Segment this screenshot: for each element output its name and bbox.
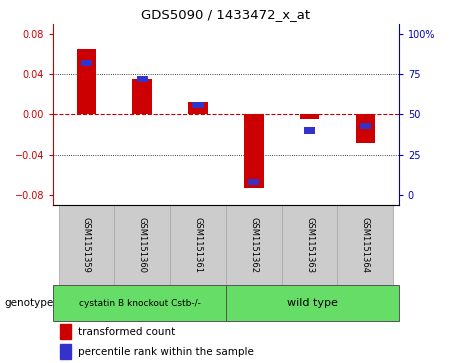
- Bar: [132, 79, 152, 114]
- Bar: [188, 102, 208, 114]
- Bar: [60, 324, 71, 339]
- Text: transformed count: transformed count: [78, 327, 176, 337]
- Bar: [59, 205, 114, 285]
- Text: GSM1151364: GSM1151364: [361, 217, 370, 273]
- Text: GSM1151360: GSM1151360: [138, 217, 147, 273]
- Bar: [170, 205, 226, 285]
- Bar: [304, 127, 315, 134]
- Bar: [337, 205, 393, 285]
- Bar: [282, 205, 337, 285]
- Text: genotype/variation: genotype/variation: [5, 298, 104, 308]
- Bar: [226, 205, 282, 285]
- Text: wild type: wild type: [287, 298, 338, 308]
- Bar: [300, 114, 319, 119]
- Text: GSM1151361: GSM1151361: [194, 217, 202, 273]
- Title: GDS5090 / 1433472_x_at: GDS5090 / 1433472_x_at: [142, 8, 310, 21]
- Text: GSM1151363: GSM1151363: [305, 217, 314, 273]
- Bar: [248, 179, 260, 185]
- Text: GSM1151362: GSM1151362: [249, 217, 258, 273]
- Text: GSM1151359: GSM1151359: [82, 217, 91, 273]
- Bar: [355, 114, 375, 143]
- Bar: [60, 344, 71, 359]
- Bar: [244, 114, 264, 188]
- Bar: [136, 76, 148, 82]
- Bar: [81, 60, 92, 66]
- Bar: [192, 102, 204, 108]
- Bar: [360, 123, 371, 129]
- Text: cystatin B knockout Cstb-/-: cystatin B knockout Cstb-/-: [78, 299, 201, 307]
- Bar: [77, 49, 96, 114]
- Text: percentile rank within the sample: percentile rank within the sample: [78, 347, 254, 357]
- Bar: [114, 205, 170, 285]
